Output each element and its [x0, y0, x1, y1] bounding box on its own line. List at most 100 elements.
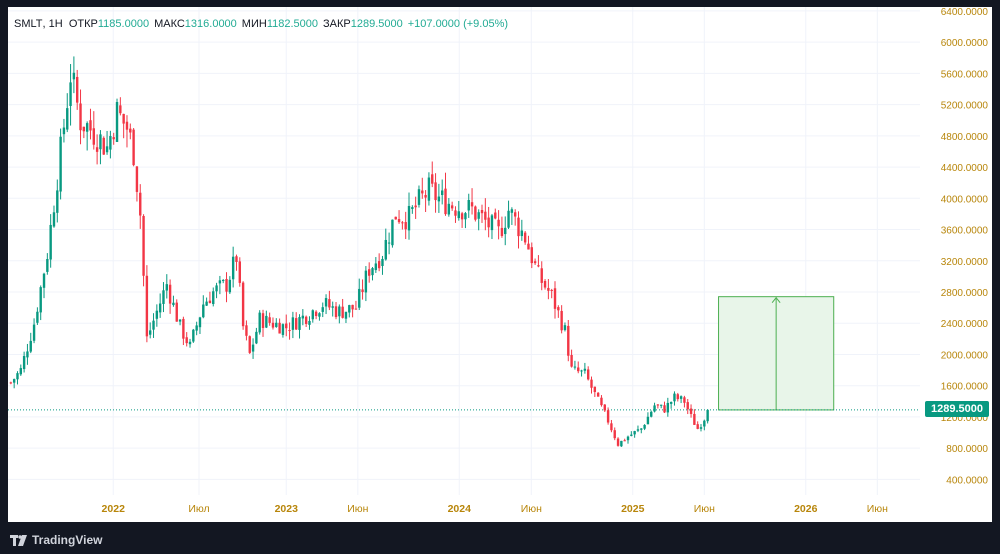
candle	[331, 301, 334, 317]
candle-body	[285, 323, 288, 329]
candle	[650, 410, 653, 418]
interval-label[interactable]: 1Н	[48, 18, 63, 30]
candle-body	[484, 211, 487, 220]
candle	[484, 198, 487, 231]
candle	[218, 275, 222, 295]
tradingview-brand[interactable]: TradingView	[10, 533, 102, 547]
price-axis: 6400.0000 6000.0000 5600.0000 5200.0000 4800…	[941, 7, 989, 486]
candle	[467, 193, 470, 218]
candle	[474, 205, 477, 222]
candle-body	[520, 230, 524, 237]
candle-body	[225, 278, 228, 292]
candle	[225, 272, 228, 303]
candle	[182, 316, 185, 346]
price-tick-label: 3600.0000	[941, 226, 989, 237]
candle-body	[268, 317, 271, 323]
candle	[384, 228, 387, 261]
candle-body	[401, 222, 404, 224]
tradingview-logo-icon	[10, 534, 27, 546]
candle	[66, 93, 69, 133]
candle	[228, 276, 232, 295]
candle	[497, 210, 500, 240]
candle	[248, 335, 251, 355]
candle	[487, 206, 490, 238]
candle-body	[119, 105, 122, 114]
candle	[109, 130, 112, 159]
candle-body	[294, 318, 298, 330]
candle-body	[278, 322, 281, 334]
candle	[447, 198, 451, 217]
candle-body	[387, 242, 391, 244]
candle	[490, 213, 494, 240]
candle-body	[291, 317, 295, 330]
candle	[600, 395, 603, 407]
price-tick-label: 2400.0000	[941, 319, 989, 330]
low-label: МИН	[241, 18, 267, 30]
candle-body	[427, 177, 431, 201]
candle-body	[188, 341, 192, 345]
candle	[278, 318, 281, 334]
candle-body	[417, 189, 421, 205]
candle	[527, 235, 530, 250]
candle	[76, 69, 79, 110]
candle	[417, 185, 421, 208]
candle	[653, 402, 656, 413]
plot-area[interactable]	[8, 7, 992, 522]
candle-body	[640, 428, 643, 430]
candle	[358, 278, 361, 311]
candle-body	[39, 287, 42, 313]
candle	[139, 184, 142, 229]
candle-body	[321, 307, 324, 312]
candle	[523, 230, 527, 245]
candle	[663, 401, 666, 413]
candle	[669, 401, 673, 409]
candle-body	[308, 320, 311, 325]
candle	[477, 209, 480, 231]
candle	[596, 392, 600, 397]
candle	[9, 381, 13, 385]
candle-body	[344, 311, 348, 319]
candle-body	[311, 310, 314, 320]
candle-body	[172, 302, 175, 306]
candle-body	[689, 408, 693, 414]
candle	[215, 282, 218, 299]
candle-body	[318, 313, 321, 317]
candle-body	[231, 256, 235, 280]
candle	[547, 279, 550, 300]
candle	[155, 304, 159, 327]
candle	[606, 407, 610, 425]
candle-body	[540, 268, 543, 283]
candle	[235, 254, 238, 271]
candle	[192, 328, 195, 343]
candle	[198, 316, 202, 334]
candle-body	[162, 290, 165, 304]
candle	[507, 200, 510, 229]
candle-body	[547, 287, 550, 291]
candle-body	[129, 128, 132, 133]
candle-body	[447, 203, 451, 215]
candle	[304, 315, 308, 328]
candle	[480, 204, 484, 223]
candle-body	[85, 123, 89, 132]
candle-body	[626, 436, 630, 441]
candle	[149, 322, 152, 339]
symbol-label[interactable]: SMLT	[14, 18, 43, 30]
candle	[285, 314, 288, 337]
candle-body	[155, 310, 159, 319]
price-tick-label: 5600.0000	[941, 69, 989, 80]
candle	[706, 409, 709, 424]
candle	[391, 219, 394, 248]
candle	[294, 312, 298, 331]
candle	[500, 216, 504, 238]
candle-body	[281, 324, 285, 335]
candle	[16, 371, 19, 385]
candle-body	[593, 386, 597, 393]
candle	[633, 430, 636, 438]
candle	[563, 322, 567, 332]
candle-body	[202, 304, 205, 318]
candle-body	[703, 420, 706, 427]
candle	[620, 440, 623, 447]
candle	[202, 295, 205, 319]
footer-bar: TradingView	[0, 525, 1000, 554]
